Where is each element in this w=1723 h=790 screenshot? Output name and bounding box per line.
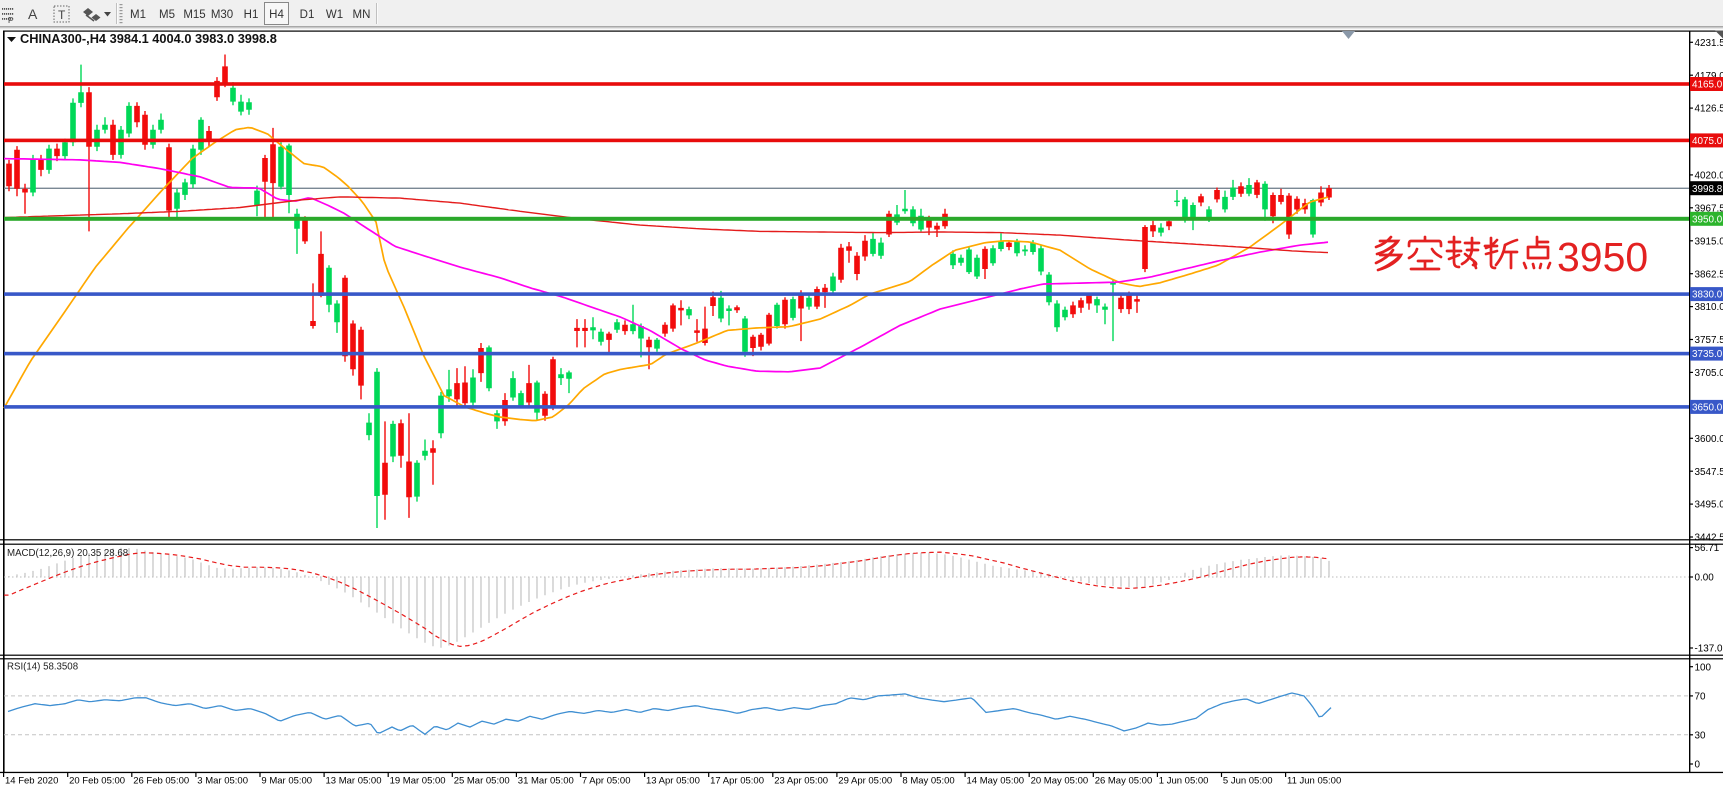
svg-text:56.71: 56.71 — [1695, 543, 1720, 554]
svg-text:H1: H1 — [244, 9, 259, 21]
svg-text:4231.5: 4231.5 — [1695, 38, 1723, 49]
svg-text:3495.0: 3495.0 — [1695, 500, 1723, 511]
svg-text:13 Mar 05:00: 13 Mar 05:00 — [326, 776, 382, 787]
svg-text:3442.5: 3442.5 — [1695, 533, 1723, 544]
svg-text:3830.0: 3830.0 — [1692, 290, 1723, 301]
svg-text:8 May 05:00: 8 May 05:00 — [902, 776, 954, 787]
svg-text:3600.0: 3600.0 — [1695, 434, 1723, 445]
svg-text:31 Mar 05:00: 31 Mar 05:00 — [518, 776, 574, 787]
svg-text:3998.8: 3998.8 — [1692, 184, 1723, 195]
svg-text:RSI(14) 58.3508: RSI(14) 58.3508 — [7, 662, 78, 673]
svg-text:14 May 05:00: 14 May 05:00 — [967, 776, 1025, 787]
svg-text:4165.0: 4165.0 — [1692, 80, 1723, 91]
svg-text:26 May 05:00: 26 May 05:00 — [1095, 776, 1153, 787]
svg-text:100: 100 — [1695, 662, 1712, 673]
svg-text:W1: W1 — [326, 9, 343, 21]
svg-text:M15: M15 — [183, 9, 205, 21]
svg-text:3547.5: 3547.5 — [1695, 467, 1723, 478]
svg-text:17 Apr 05:00: 17 Apr 05:00 — [710, 776, 764, 787]
svg-text:MN: MN — [353, 9, 371, 21]
svg-text:70: 70 — [1695, 692, 1706, 703]
svg-text:3735.0: 3735.0 — [1692, 349, 1723, 360]
svg-text:CHINA300-,H4 3984.1 4004.0 39: CHINA300-,H4 3984.1 4004.0 3983.0 3998.8 — [20, 31, 277, 46]
svg-text:0: 0 — [1695, 760, 1701, 771]
svg-text:4075.0: 4075.0 — [1692, 136, 1723, 147]
svg-text:3915.0: 3915.0 — [1695, 236, 1723, 247]
svg-text:1 Jun 05:00: 1 Jun 05:00 — [1159, 776, 1209, 787]
svg-text:M5: M5 — [159, 9, 175, 21]
svg-text:-137.01: -137.01 — [1695, 644, 1723, 655]
svg-text:M1: M1 — [130, 9, 146, 21]
svg-text:26 Feb 05:00: 26 Feb 05:00 — [133, 776, 189, 787]
svg-text:30: 30 — [1695, 730, 1706, 741]
svg-text:4126.5: 4126.5 — [1695, 104, 1723, 115]
svg-text:9 Mar 05:00: 9 Mar 05:00 — [261, 776, 312, 787]
svg-text:4179.0: 4179.0 — [1695, 71, 1723, 82]
svg-text:T: T — [58, 8, 66, 22]
svg-text:11 Jun 05:00: 11 Jun 05:00 — [1287, 776, 1341, 787]
svg-text:3950: 3950 — [1557, 234, 1648, 280]
svg-text:3650.0: 3650.0 — [1692, 403, 1723, 414]
svg-text:20 May 05:00: 20 May 05:00 — [1031, 776, 1089, 787]
svg-text:5 Jun 05:00: 5 Jun 05:00 — [1223, 776, 1273, 787]
svg-text:3950.0: 3950.0 — [1692, 214, 1723, 225]
svg-text:MACD(12,26,9) 20.35 28.68: MACD(12,26,9) 20.35 28.68 — [7, 548, 128, 559]
svg-text:3810.0: 3810.0 — [1695, 302, 1723, 313]
svg-text:3757.5: 3757.5 — [1695, 335, 1723, 346]
svg-text:7 Apr 05:00: 7 Apr 05:00 — [582, 776, 631, 787]
svg-text:0.00: 0.00 — [1695, 573, 1715, 584]
svg-text:A: A — [28, 6, 38, 22]
svg-text:D1: D1 — [300, 9, 315, 21]
svg-text:29 Apr 05:00: 29 Apr 05:00 — [838, 776, 892, 787]
svg-text:H4: H4 — [269, 9, 284, 21]
svg-text:M30: M30 — [211, 9, 233, 21]
svg-text:13 Apr 05:00: 13 Apr 05:00 — [646, 776, 700, 787]
svg-text:19 Mar 05:00: 19 Mar 05:00 — [390, 776, 446, 787]
svg-text:3967.5: 3967.5 — [1695, 203, 1723, 214]
svg-text:14 Feb 2020: 14 Feb 2020 — [5, 776, 58, 787]
svg-text:4020.0: 4020.0 — [1695, 171, 1723, 182]
svg-text:25 Mar 05:00: 25 Mar 05:00 — [454, 776, 510, 787]
svg-text:3 Mar 05:00: 3 Mar 05:00 — [197, 776, 248, 787]
svg-text:F: F — [8, 16, 13, 25]
svg-text:3862.5: 3862.5 — [1695, 269, 1723, 280]
svg-text:3705.0: 3705.0 — [1695, 368, 1723, 379]
svg-text:20 Feb 05:00: 20 Feb 05:00 — [69, 776, 125, 787]
svg-text:23 Apr 05:00: 23 Apr 05:00 — [774, 776, 828, 787]
